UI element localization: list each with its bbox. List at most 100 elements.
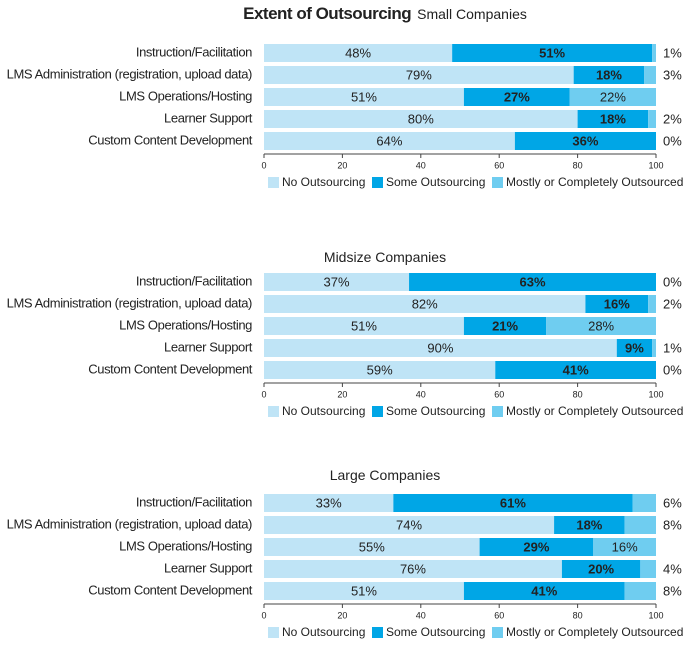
bar (409, 273, 656, 291)
category-label: Custom Content Development (88, 582, 253, 597)
legend-swatch (492, 406, 503, 417)
category-label: Instruction/Facilitation (136, 273, 252, 288)
category-label: Custom Content Development (88, 132, 253, 147)
bar (616, 339, 653, 357)
value-label: 16% (604, 296, 630, 311)
value-label: 76% (400, 561, 426, 576)
bar (264, 88, 464, 106)
bar (569, 88, 656, 106)
x-tick-label: 0 (261, 610, 266, 620)
x-tick-label: 80 (573, 610, 583, 620)
title: Large Companies (330, 467, 441, 483)
bar (264, 361, 496, 379)
x-tick-label: 60 (494, 610, 504, 620)
x-tick-label: 100 (648, 389, 663, 399)
legend-swatch (492, 627, 503, 638)
bar (652, 339, 656, 357)
title: Midsize Companies (324, 249, 446, 265)
value-label: 55% (359, 539, 385, 554)
x-tick-label: 40 (416, 160, 426, 170)
bar (546, 317, 656, 335)
value-label: 41% (531, 583, 557, 598)
legend-label: Some Outsourcing (386, 625, 485, 639)
value-label: 80% (408, 111, 434, 126)
bar (264, 66, 574, 84)
bar (463, 88, 570, 106)
legend-swatch (372, 627, 383, 638)
x-tick-label: 20 (337, 389, 347, 399)
bar (264, 132, 515, 150)
category-label: Custom Content Development (88, 361, 253, 376)
bar (573, 66, 645, 84)
legend-label: Mostly or Completely Outsourced (506, 625, 683, 639)
value-label: 41% (563, 362, 589, 377)
value-label: 20% (588, 561, 614, 576)
category-label: LMS Administration (registration, upload… (7, 66, 252, 81)
legend-label: No Outsourcing (282, 625, 365, 639)
legend-label: No Outsourcing (282, 404, 365, 418)
value-label: 18% (600, 111, 626, 126)
value-label: 48% (345, 45, 371, 60)
bar (452, 44, 653, 62)
bar (264, 295, 586, 313)
value-label: 3% (663, 67, 682, 82)
value-label: 59% (367, 362, 393, 377)
value-label: 21% (492, 318, 518, 333)
bar (264, 339, 617, 357)
legend-swatch (492, 177, 503, 188)
bar (593, 538, 656, 556)
value-label: 63% (520, 274, 546, 289)
value-label: 16% (612, 539, 638, 554)
value-label: 4% (663, 561, 682, 576)
bar (463, 582, 625, 600)
category-label: LMS Operations/Hosting (119, 88, 252, 103)
value-label: 18% (576, 517, 602, 532)
subtitle: Small Companies (417, 6, 527, 22)
x-tick-label: 40 (416, 389, 426, 399)
legend-label: Mostly or Completely Outsourced (506, 404, 683, 418)
value-label: 51% (351, 89, 377, 104)
title: Extent of Outsourcing (243, 4, 411, 23)
bar (585, 295, 649, 313)
value-label: 28% (588, 318, 614, 333)
category-label: Learner Support (164, 110, 253, 125)
value-label: 64% (376, 133, 402, 148)
legend-swatch (268, 406, 279, 417)
bar (624, 516, 656, 534)
bar (648, 295, 656, 313)
category-label: Instruction/Facilitation (136, 494, 252, 509)
value-label: 9% (625, 340, 644, 355)
chart-title: Large Companies (330, 467, 441, 483)
value-label: 37% (324, 274, 350, 289)
x-tick-label: 40 (416, 610, 426, 620)
value-label: 8% (663, 583, 682, 598)
bar (632, 494, 656, 512)
bar (393, 494, 633, 512)
bar (577, 110, 649, 128)
legend-swatch (268, 627, 279, 638)
value-label: 90% (427, 340, 453, 355)
value-label: 51% (351, 318, 377, 333)
chart-title: Extent of Outsourcing Small Companies (243, 4, 527, 23)
bar (648, 110, 656, 128)
bar (264, 494, 394, 512)
value-label: 0% (663, 274, 682, 289)
chart-title: Midsize Companies (324, 249, 446, 265)
category-label: Learner Support (164, 560, 253, 575)
legend-label: Some Outsourcing (386, 175, 485, 189)
x-tick-label: 80 (573, 389, 583, 399)
category-label: LMS Operations/Hosting (119, 538, 252, 553)
value-label: 74% (396, 517, 422, 532)
x-tick-label: 80 (573, 160, 583, 170)
bar (479, 538, 594, 556)
legend-swatch (372, 406, 383, 417)
bar (554, 516, 625, 534)
value-label: 22% (600, 89, 626, 104)
value-label: 0% (663, 133, 682, 148)
bar (264, 44, 453, 62)
value-label: 27% (504, 89, 530, 104)
bar (561, 560, 641, 578)
bar (624, 582, 656, 600)
legend-label: Mostly or Completely Outsourced (506, 175, 683, 189)
